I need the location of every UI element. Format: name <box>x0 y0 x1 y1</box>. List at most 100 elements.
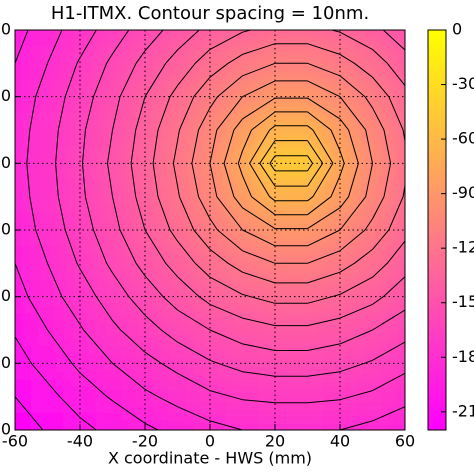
field-cell <box>225 412 260 430</box>
field-cell <box>388 146 405 181</box>
field-cell <box>63 312 97 348</box>
colorbar-tick-label: -150 <box>452 292 474 311</box>
field-cell <box>63 412 97 430</box>
contour-line <box>15 396 44 430</box>
field-cell <box>95 412 130 430</box>
field-cell <box>323 30 357 48</box>
contour-line <box>82 30 405 377</box>
field-cell <box>15 30 32 48</box>
colorbar-tick-label: -90 <box>452 183 474 202</box>
field-cell <box>15 412 32 430</box>
contour-line <box>223 97 359 230</box>
field-cell <box>30 112 65 148</box>
contour-line <box>130 30 405 327</box>
field-cell <box>388 246 405 281</box>
contour-line <box>209 80 373 247</box>
y-tick-label: 60 <box>0 20 11 39</box>
field-cell <box>388 46 405 81</box>
field-cell <box>15 246 32 281</box>
field-cell <box>290 412 325 430</box>
contour-line <box>269 155 314 172</box>
field-cell <box>290 179 325 214</box>
colorbar-tick-label: -30 <box>452 74 474 93</box>
field-cell <box>15 212 32 248</box>
plot-frame <box>14 29 406 431</box>
x-axis-label: X coordinate - HWS (mm) <box>108 449 312 468</box>
contour-line <box>26 30 405 430</box>
field-cell <box>355 246 390 281</box>
field-cell <box>388 412 405 430</box>
y-tick-label: 40 <box>0 86 11 105</box>
chart-title: H1-ITMX. Contour spacing = 10nm. <box>51 3 369 24</box>
field-cell <box>193 30 227 48</box>
y-tick-label: -60 <box>0 420 11 439</box>
contour-line <box>107 30 405 351</box>
contour-line <box>191 62 392 264</box>
field-cell <box>30 179 65 214</box>
x-tick-label: -40 <box>67 432 93 451</box>
contour-line <box>237 111 345 216</box>
field-cell <box>128 46 162 81</box>
field-cell <box>388 30 405 48</box>
field-cell <box>225 30 260 48</box>
field-cell <box>355 346 390 381</box>
colorbar-tick-label: -180 <box>452 347 474 366</box>
x-tick-label: 20 <box>265 432 285 451</box>
contour-line <box>249 125 334 202</box>
field-cell <box>290 312 325 348</box>
field-cell <box>258 30 292 48</box>
field-cell <box>15 112 32 148</box>
field-cell <box>388 112 405 148</box>
field-cell <box>160 412 195 430</box>
x-tick-label: -60 <box>2 432 28 451</box>
contour-line <box>15 30 159 430</box>
y-tick-label: 20 <box>0 153 11 172</box>
field-cell <box>30 379 65 414</box>
field-cell <box>15 379 32 414</box>
field-cell <box>258 412 292 430</box>
y-tick-label: -40 <box>0 353 11 372</box>
field-cell <box>95 246 130 281</box>
field-cell <box>323 46 357 81</box>
field-cell <box>388 312 405 348</box>
field-cell <box>15 79 32 114</box>
y-tick-label: -20 <box>0 286 11 305</box>
x-tick-label: 60 <box>395 432 415 451</box>
x-tick-label: -20 <box>132 432 158 451</box>
field-cell <box>258 312 292 348</box>
field-cell <box>355 30 390 48</box>
colorbar <box>427 29 447 431</box>
field-cell <box>290 379 325 414</box>
field-cell <box>15 312 32 348</box>
contour-line <box>152 30 405 304</box>
field-cell <box>15 46 32 81</box>
field-cell <box>15 279 32 314</box>
field-cell <box>225 246 260 281</box>
y-tick-label: 0 <box>1 220 11 239</box>
field-cell <box>160 312 195 348</box>
contour-line <box>259 140 324 187</box>
field-cell <box>15 346 32 381</box>
field <box>15 30 405 430</box>
field-cell <box>128 30 162 48</box>
field-cell <box>225 46 260 81</box>
x-tick-label: 40 <box>330 432 350 451</box>
contour-line <box>55 30 405 404</box>
field-cell <box>290 30 325 48</box>
colorbar-tick-label: 0 <box>452 20 462 39</box>
field-cell <box>388 179 405 214</box>
colorbar-tick-label: -210 <box>452 401 474 420</box>
field-cell <box>160 379 195 414</box>
contour-line <box>15 336 97 430</box>
field-cell <box>193 46 227 81</box>
field-cell <box>63 46 97 81</box>
colorbar-tick-label: -60 <box>452 129 474 148</box>
colorbar-tick-label: -120 <box>452 238 474 257</box>
field-cell <box>95 30 130 48</box>
field-cell <box>95 312 130 348</box>
field-cell <box>355 46 390 81</box>
x-tick-label: 0 <box>205 432 215 451</box>
field-cell <box>95 46 130 81</box>
